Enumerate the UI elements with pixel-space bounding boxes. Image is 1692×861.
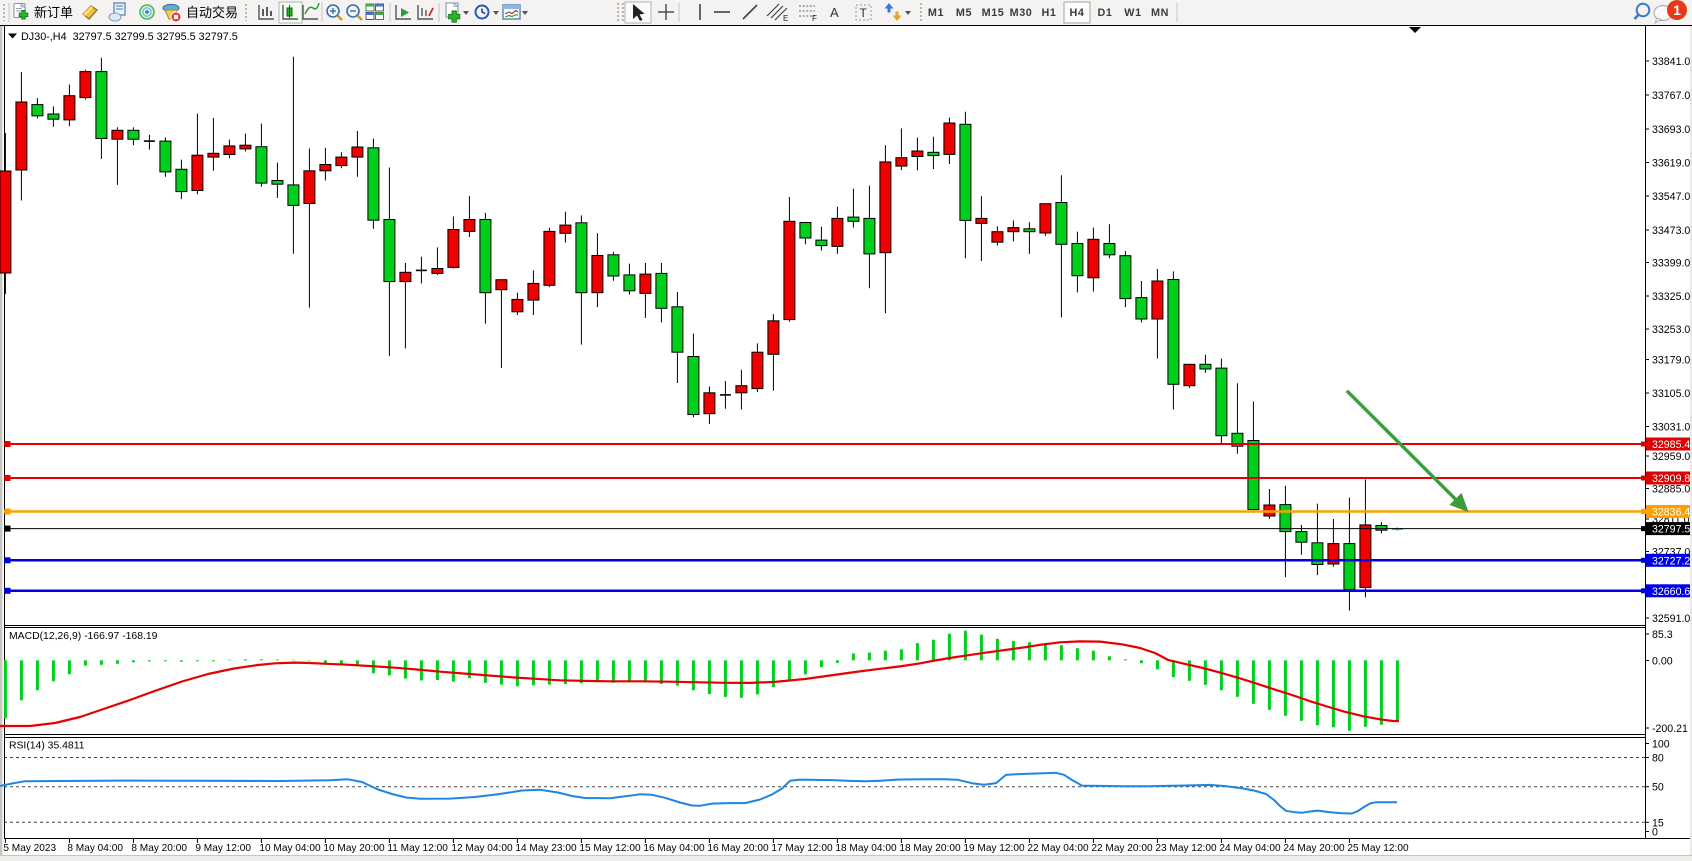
svg-text:33619.0: 33619.0 — [1652, 158, 1690, 170]
svg-text:33547.0: 33547.0 — [1652, 191, 1690, 203]
svg-text:5 May 2023: 5 May 2023 — [3, 843, 56, 854]
svg-text:33179.0: 33179.0 — [1652, 355, 1690, 367]
svg-text:17 May 12:00: 17 May 12:00 — [771, 843, 833, 854]
svg-text:24 May 20:00: 24 May 20:00 — [1283, 843, 1345, 854]
svg-text:16 May 20:00: 16 May 20:00 — [707, 843, 769, 854]
svg-text:24 May 04:00: 24 May 04:00 — [1219, 843, 1281, 854]
svg-text:H4: H4 — [1069, 7, 1084, 19]
svg-text:33031.0: 33031.0 — [1652, 422, 1690, 434]
svg-text:33767.0: 33767.0 — [1652, 90, 1690, 102]
svg-text:1: 1 — [1673, 2, 1681, 18]
svg-text:18 May 04:00: 18 May 04:00 — [835, 843, 897, 854]
svg-text:RSI(14) 35.4811: RSI(14) 35.4811 — [9, 741, 85, 752]
svg-text:23 May 12:00: 23 May 12:00 — [1155, 843, 1217, 854]
svg-text:33253.0: 33253.0 — [1652, 324, 1690, 336]
svg-text:16 May 04:00: 16 May 04:00 — [643, 843, 705, 854]
svg-text:8 May 20:00: 8 May 20:00 — [131, 843, 187, 854]
svg-text:0.00: 0.00 — [1652, 656, 1673, 668]
svg-text:32836.4: 32836.4 — [1652, 507, 1690, 519]
svg-text:新订单: 新订单 — [34, 5, 73, 20]
svg-text:DJ30-,H4 32797.5 32799.5 3279: DJ30-,H4 32797.5 32799.5 32795.5 32797.5 — [21, 31, 238, 43]
svg-text:33841.0: 33841.0 — [1652, 56, 1690, 68]
svg-text:自动交易: 自动交易 — [186, 5, 238, 20]
svg-text:M5: M5 — [956, 7, 972, 19]
svg-text:32591.0: 32591.0 — [1652, 613, 1690, 625]
svg-text:E: E — [783, 14, 788, 23]
svg-text:MACD(12,26,9) -166.97 -168.19: MACD(12,26,9) -166.97 -168.19 — [9, 631, 158, 642]
svg-text:80: 80 — [1652, 753, 1664, 765]
svg-text:W1: W1 — [1124, 7, 1141, 19]
svg-text:100: 100 — [1652, 739, 1670, 751]
svg-text:32660.6: 32660.6 — [1652, 586, 1690, 598]
svg-text:M1: M1 — [928, 7, 944, 19]
svg-text:32885.0: 32885.0 — [1652, 484, 1690, 496]
svg-text:15 May 12:00: 15 May 12:00 — [579, 843, 641, 854]
svg-text:32909.8: 32909.8 — [1652, 473, 1690, 485]
svg-text:F: F — [812, 14, 817, 23]
svg-text:-200.21: -200.21 — [1652, 723, 1688, 735]
svg-text:H1: H1 — [1041, 7, 1056, 19]
svg-text:T: T — [860, 6, 868, 20]
svg-text:33473.0: 33473.0 — [1652, 225, 1690, 237]
svg-text:22 May 04:00: 22 May 04:00 — [1027, 843, 1089, 854]
svg-text:D1: D1 — [1097, 7, 1112, 19]
svg-text:33325.0: 33325.0 — [1652, 291, 1690, 303]
svg-text:33399.0: 33399.0 — [1652, 258, 1690, 270]
svg-text:33105.0: 33105.0 — [1652, 388, 1690, 400]
svg-text:10 May 04:00: 10 May 04:00 — [259, 843, 321, 854]
svg-text:8 May 04:00: 8 May 04:00 — [67, 843, 123, 854]
svg-text:15: 15 — [1652, 817, 1664, 829]
svg-text:18 May 20:00: 18 May 20:00 — [899, 843, 961, 854]
svg-text:MN: MN — [1151, 7, 1169, 19]
svg-text:85.3: 85.3 — [1652, 629, 1673, 641]
svg-text:19 May 12:00: 19 May 12:00 — [963, 843, 1025, 854]
svg-text:32959.0: 32959.0 — [1652, 451, 1690, 463]
svg-text:9 May 12:00: 9 May 12:00 — [195, 843, 251, 854]
svg-text:10 May 20:00: 10 May 20:00 — [323, 843, 385, 854]
svg-text:M30: M30 — [1010, 7, 1033, 19]
svg-text:32727.2: 32727.2 — [1652, 555, 1690, 567]
svg-text:50: 50 — [1652, 782, 1664, 794]
svg-text:32797.5: 32797.5 — [1652, 524, 1690, 536]
svg-text:M15: M15 — [982, 7, 1005, 19]
svg-text:12 May 04:00: 12 May 04:00 — [451, 843, 513, 854]
svg-text:32985.4: 32985.4 — [1652, 439, 1690, 451]
svg-text:22 May 20:00: 22 May 20:00 — [1091, 843, 1153, 854]
svg-text:33693.0: 33693.0 — [1652, 124, 1690, 136]
svg-text:A: A — [830, 5, 839, 20]
svg-text:25 May 12:00: 25 May 12:00 — [1347, 843, 1409, 854]
svg-text:14 May 23:00: 14 May 23:00 — [515, 843, 577, 854]
svg-text:11 May 12:00: 11 May 12:00 — [387, 843, 448, 854]
svg-text:0: 0 — [1652, 827, 1658, 839]
